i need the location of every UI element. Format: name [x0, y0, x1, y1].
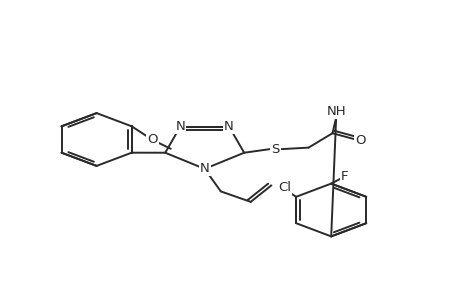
Text: F: F — [341, 169, 348, 183]
Text: S: S — [271, 142, 279, 156]
Text: NH: NH — [325, 104, 345, 118]
Text: N: N — [199, 162, 209, 176]
Text: O: O — [147, 133, 157, 146]
Text: N: N — [224, 120, 234, 133]
Text: O: O — [354, 134, 364, 147]
Text: Cl: Cl — [278, 181, 291, 194]
Text: N: N — [175, 120, 185, 133]
